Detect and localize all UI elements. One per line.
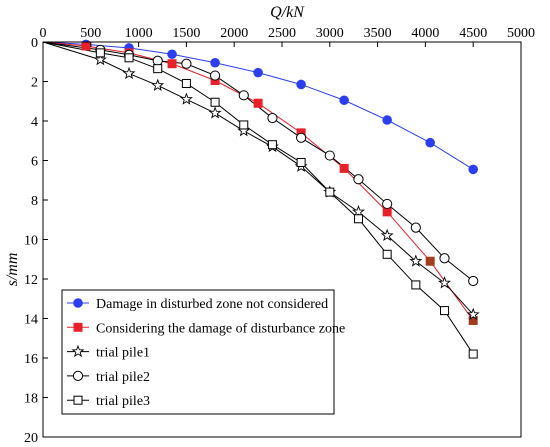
data-point-s4-4: [181, 58, 192, 69]
data-point-s4-3: [152, 55, 163, 66]
data-point-s2-3: [167, 59, 177, 69]
data-point-s5-7: [267, 140, 277, 150]
data-point-s1-3: [167, 49, 177, 60]
legend-label-3: trial pile1: [96, 346, 150, 361]
y-axis-title: s/mm: [4, 253, 21, 287]
y-tick-label: 10: [24, 234, 38, 249]
data-point-s4-6: [238, 90, 249, 101]
data-point-s3-11: [380, 228, 394, 242]
data-point-s3-10: [352, 205, 365, 218]
data-point-s1-10: [468, 164, 479, 175]
data-point-s3-5: [208, 106, 222, 119]
data-point-s1-7: [339, 95, 349, 106]
data-point-s3-3: [151, 78, 165, 91]
data-point-s3-1: [93, 52, 107, 66]
data-point-s4-7: [267, 112, 278, 124]
data-point-s4-13: [439, 253, 450, 264]
legend-label-2: Considering the damage of disturbance zo…: [96, 321, 345, 336]
y-tick-label: 14: [24, 313, 38, 328]
data-point-s1-8: [382, 115, 392, 125]
x-axis-title: Q/kN: [270, 4, 305, 21]
data-point-s3-4: [179, 92, 193, 105]
data-point-s3-12: [409, 254, 423, 267]
data-point-s5-11: [382, 249, 392, 259]
data-point-s4-8: [296, 132, 307, 143]
data-point-s2-9: [425, 256, 435, 266]
y-tick-label: 2: [31, 76, 38, 91]
legend: Damage in disturbed zone not considered C…: [61, 289, 345, 415]
plot-area: [42, 39, 480, 359]
y-tick-label: 16: [24, 352, 38, 367]
legend-label-1: Damage in disturbed zone not considered: [96, 297, 328, 312]
data-point-s5-6: [239, 120, 249, 130]
x-tick-label: 4000: [411, 26, 439, 41]
legend-marker-5: [73, 395, 83, 405]
x-tick-label: 4500: [459, 26, 487, 41]
series-line-3: [42, 41, 474, 315]
data-point-s5-5: [210, 97, 220, 107]
data-point-s1-9: [425, 137, 435, 148]
data-point-s4-10: [353, 174, 364, 185]
x-tick-label: 3000: [316, 26, 344, 41]
y-tick-label: 6: [31, 155, 38, 170]
data-point-s5-10: [353, 214, 363, 224]
data-point-s5-9: [325, 187, 335, 197]
data-point-s4-5: [209, 70, 221, 81]
data-point-s5-13: [440, 306, 450, 316]
legend-box: [61, 289, 335, 415]
data-point-s2-8: [382, 207, 392, 217]
legend-marker-3: [71, 344, 85, 358]
x-tick-label: 3500: [364, 26, 392, 41]
data-point-s4-9: [324, 150, 335, 161]
y-tick-label: 4: [31, 115, 38, 130]
series-line-4: [42, 41, 474, 282]
data-point-s5-12: [411, 280, 421, 290]
data-point-s5-1: [95, 48, 105, 58]
data-point-s5-8: [296, 157, 306, 167]
legend-marker-1: [73, 298, 83, 308]
data-point-s1-4: [210, 57, 220, 68]
data-point-s5-2: [124, 53, 134, 63]
data-point-s3-13: [438, 276, 451, 289]
legend-label-5: trial pile3: [96, 394, 150, 409]
data-point-s2-1: [81, 41, 91, 51]
x-tick-label: 500: [80, 26, 101, 41]
data-point-s1-5: [253, 67, 263, 78]
data-point-s2-5: [253, 98, 263, 108]
y-tick-label: 0: [31, 36, 38, 51]
data-point-s2-7: [339, 163, 349, 173]
x-tick-label: 1000: [125, 26, 153, 41]
axes: 0 500 1000 1500 2000 2500 3000 3500 4000 4500 5000…: [4, 4, 535, 446]
data-point-s5-14: [468, 349, 478, 359]
series-line-2: [42, 41, 474, 321]
data-point-s1-6: [296, 79, 306, 90]
data-point-s4-12: [410, 222, 421, 233]
x-tick-label: 5000: [507, 26, 535, 41]
y-tick-label: 12: [24, 273, 38, 288]
legend-marker-2: [73, 322, 83, 332]
legend-label-4: trial pile2: [96, 370, 150, 385]
data-point-s4-11: [382, 198, 393, 210]
x-tick-label: 0: [40, 26, 47, 41]
legend-marker-4: [72, 370, 84, 381]
data-point-s5-4: [181, 78, 191, 88]
data-point-s4-14: [468, 275, 479, 287]
y-tick-label: 8: [31, 194, 38, 209]
y-tick-label: 18: [24, 392, 38, 407]
data-point-s5-3: [153, 64, 163, 74]
data-point-s3-14: [466, 307, 480, 321]
x-tick-label: 2000: [220, 26, 248, 41]
x-tick-label: 1500: [172, 26, 200, 41]
data-point-s3-2: [122, 66, 136, 80]
y-tick-label: 20: [24, 431, 38, 446]
x-tick-label: 2500: [268, 26, 296, 41]
